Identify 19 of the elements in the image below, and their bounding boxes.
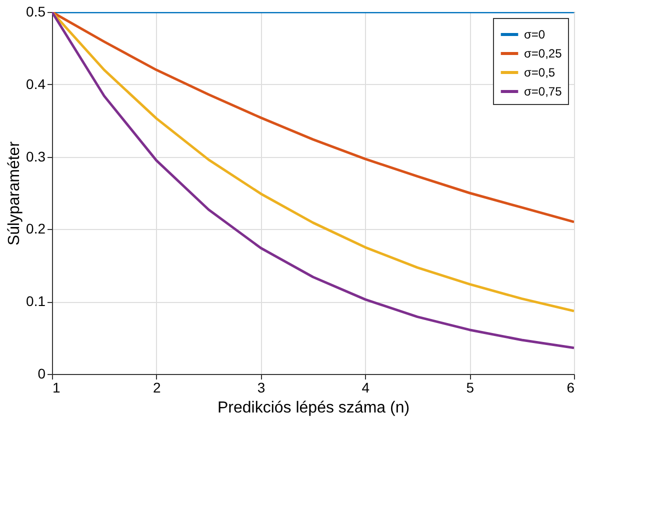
y-tick-label: 0.1 xyxy=(26,293,46,310)
y-tick-label: 0.4 xyxy=(26,76,46,92)
x-tick-label: 4 xyxy=(362,380,370,396)
x-tick-label: 2 xyxy=(153,380,161,396)
y-tick-label: 0.2 xyxy=(26,220,46,237)
y-tick-label: 0.3 xyxy=(26,148,46,164)
x-tick-label: 3 xyxy=(257,380,266,396)
legend-label: σ=0,25 xyxy=(524,46,562,60)
x-axis-title: Predikciós lépés száma (n) xyxy=(217,400,410,416)
y-axis-title: Súlyparaméter xyxy=(6,140,24,246)
x-tick-label: 1 xyxy=(52,380,60,396)
legend-label: σ=0 xyxy=(524,28,546,42)
y-tick-label: 0 xyxy=(38,366,46,382)
x-tick-label: 6 xyxy=(566,380,575,396)
y-tick-label: 0.5 xyxy=(26,4,46,20)
x-tick-label: 5 xyxy=(466,380,474,396)
legend-label: σ=0,75 xyxy=(524,84,562,98)
line-series xyxy=(52,12,574,224)
legend-label: σ=0,5 xyxy=(524,66,556,80)
